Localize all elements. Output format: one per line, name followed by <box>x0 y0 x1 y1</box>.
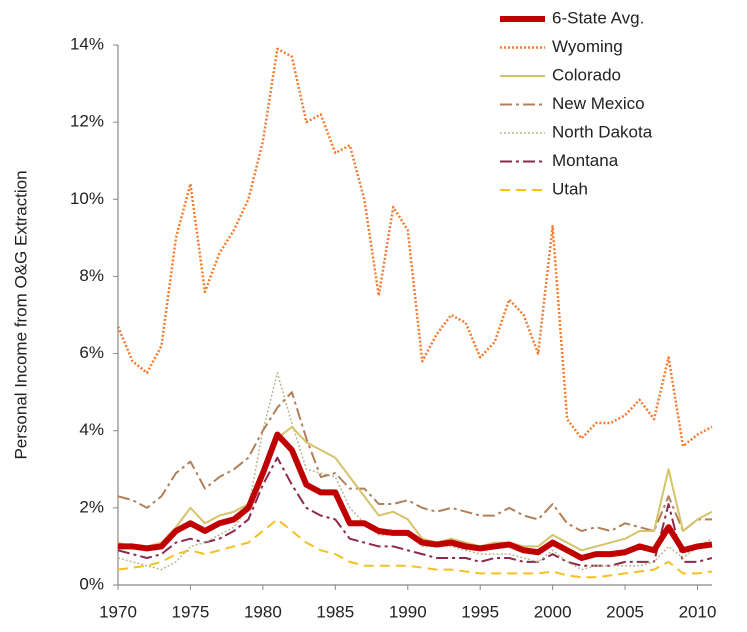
legend-label: Utah <box>552 179 588 198</box>
x-tick-label: 2000 <box>534 602 572 621</box>
x-tick-label: 1975 <box>172 602 210 621</box>
legend-label: Wyoming <box>552 37 623 56</box>
series-line <box>117 425 713 552</box>
legend-label: Montana <box>552 151 619 170</box>
y-tick-label: 2% <box>79 497 104 516</box>
legend-label: Colorado <box>552 65 621 84</box>
x-tick-label: 1985 <box>316 602 354 621</box>
legend-label: New Mexico <box>552 94 645 113</box>
x-tick-label: 2010 <box>679 602 717 621</box>
x-tick-label: 2005 <box>606 602 644 621</box>
x-tick-label: 1970 <box>99 602 137 621</box>
series-line <box>116 47 713 448</box>
x-tick-label: 1980 <box>244 602 282 621</box>
y-axis-label: Personal Income from O&G Extraction <box>11 170 30 459</box>
legend-label: 6-State Avg. <box>552 8 644 27</box>
x-tick-label: 1990 <box>389 602 427 621</box>
series-line <box>118 431 713 561</box>
y-tick-label: 14% <box>70 34 104 53</box>
y-tick-label: 4% <box>79 420 104 439</box>
y-tick-label: 10% <box>70 189 104 208</box>
y-tick-label: 6% <box>79 343 104 362</box>
y-tick-label: 12% <box>70 112 104 131</box>
y-tick-label: 8% <box>79 266 104 285</box>
y-tick-label: 0% <box>79 574 104 593</box>
x-tick-label: 1995 <box>461 602 499 621</box>
series-line <box>117 456 713 567</box>
series-line <box>117 518 713 579</box>
legend-label: North Dakota <box>552 122 653 141</box>
series-line <box>117 391 712 532</box>
